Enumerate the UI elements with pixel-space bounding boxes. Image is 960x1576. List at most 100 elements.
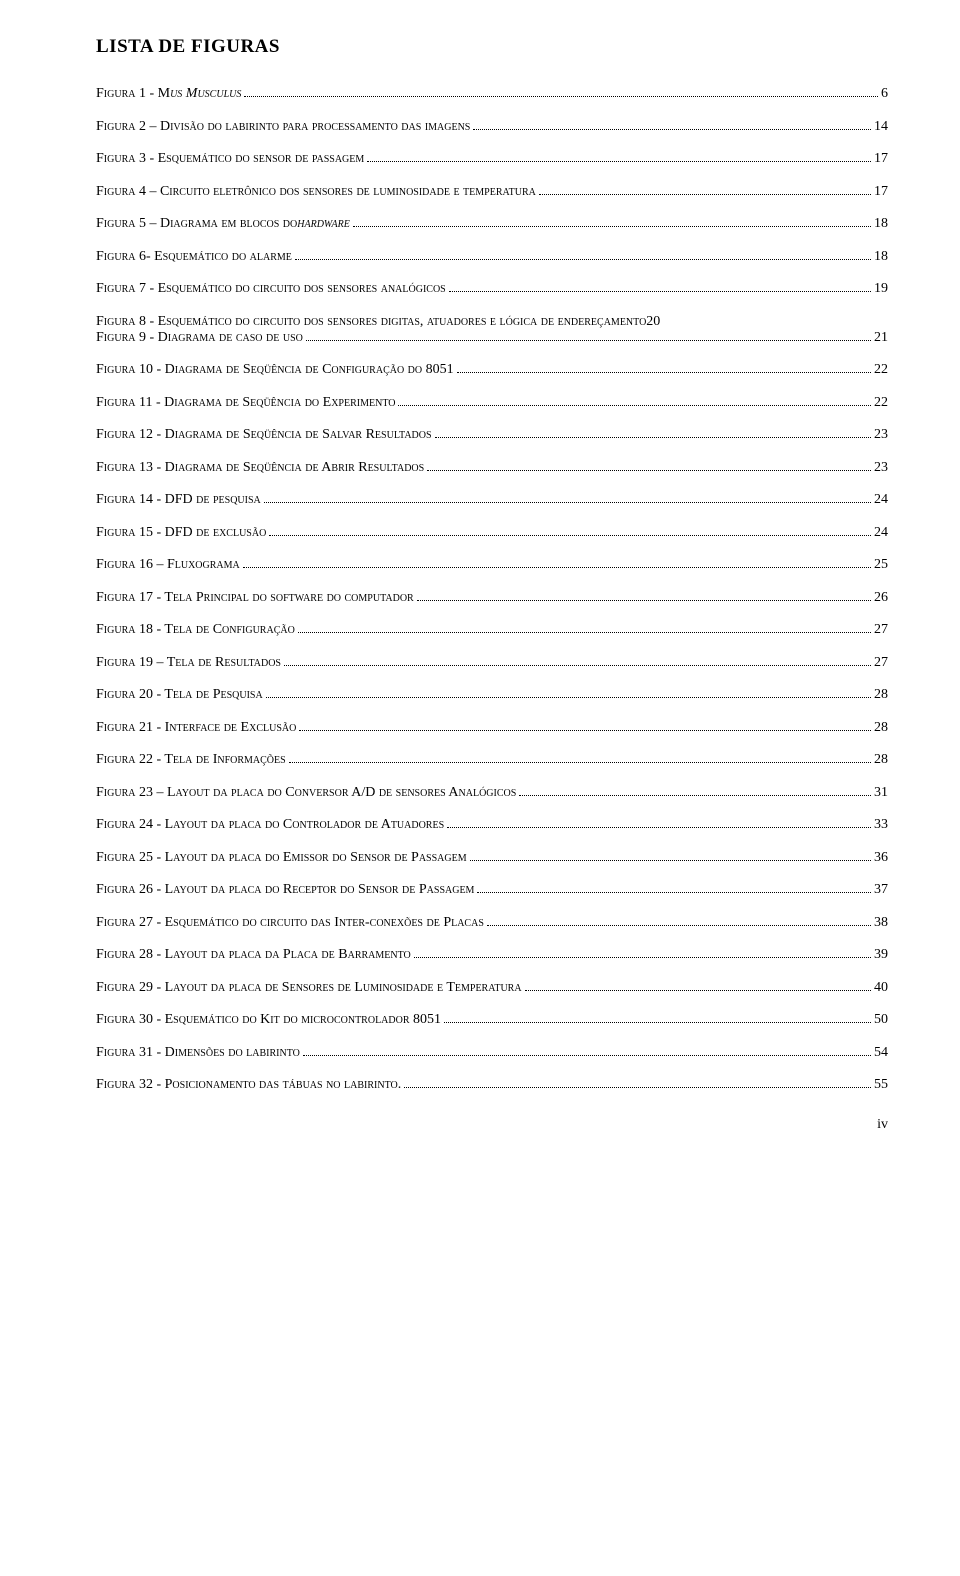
figure-label-extra: hardware: [297, 216, 350, 232]
figure-label-sc: igura 23 – Layout da placa do Conversor …: [104, 785, 517, 801]
figure-label-sc: igura 31 - Dimensões do labirinto: [104, 1045, 300, 1061]
figure-entry: Figura 30 - Esquemático do Kit do microc…: [96, 1012, 888, 1028]
figure-label: F: [96, 687, 104, 703]
figure-page: 28: [874, 752, 888, 768]
leader-dots: [444, 1022, 871, 1023]
leader-dots: [417, 600, 871, 601]
figure-page: 25: [874, 557, 888, 573]
figure-label: F: [96, 492, 104, 508]
leader-dots: [269, 535, 871, 536]
figure-label-sc: igura 12 - Diagrama de Seqüência de Salv…: [104, 427, 432, 443]
leader-dots: [367, 161, 871, 162]
figure-label: F: [96, 655, 104, 671]
leader-dots: [449, 291, 871, 292]
figure-label-sc: igura 16 – Fluxograma: [104, 557, 240, 573]
figure-label-sc: igura 3 - Esquemático do sensor de passa…: [104, 151, 365, 167]
figure-entry: Figura 15 - DFD de exclusão 24: [96, 525, 888, 541]
figure-entry: Figura 13 - Diagrama de Seqüência de Abr…: [96, 460, 888, 476]
figure-entry: Figura 20 - Tela de Pesquisa 28: [96, 687, 888, 703]
figure-label-sc: igura 6- Esquemático do alarme: [104, 249, 292, 265]
leader-dots: [244, 96, 878, 97]
figure-page: 31: [874, 785, 888, 801]
figure-page: 39: [874, 947, 888, 963]
figure-page: 14: [874, 119, 888, 135]
figure-label: F: [96, 817, 104, 833]
figure-label: F: [96, 427, 104, 443]
figure-label-sc: igura 32 - Posicionamento das tábuas no …: [104, 1077, 401, 1093]
figure-entry: Figura 11 - Diagrama de Seqüência do Exp…: [96, 395, 888, 411]
leader-dots: [398, 405, 871, 406]
figure-page: 22: [874, 362, 888, 378]
figure-label-sc: igura 18 - Tela de Configuração: [104, 622, 295, 638]
figure-page: 38: [874, 915, 888, 931]
figure-page: 22: [874, 395, 888, 411]
figure-label-sc: igura 27 - Esquemático do circuito das I…: [104, 915, 484, 931]
figure-label: F: [96, 752, 104, 768]
figure-label: F: [96, 281, 104, 297]
figure-entry: Figura 10 - Diagrama de Seqüência de Con…: [96, 362, 888, 378]
leader-dots: [470, 860, 871, 861]
figure-entry: Figura 6- Esquemático do alarme 18: [96, 249, 888, 265]
figure-label-sc: igura 28 - Layout da placa da Placa de B…: [104, 947, 411, 963]
figure-label: F: [96, 720, 104, 736]
figure-entry: Figura 29 - Layout da placa de Sensores …: [96, 980, 888, 996]
figure-label-sc: igura 22 - Tela de Informações: [104, 752, 286, 768]
figure-page: 19: [874, 281, 888, 297]
figure-entry: Figura 2 – Divisão do labirinto para pro…: [96, 119, 888, 135]
figure-entry: Figura 12 - Diagrama de Seqüência de Sal…: [96, 427, 888, 443]
leader-dots: [289, 762, 871, 763]
figure-entry: Figura 31 - Dimensões do labirinto 54: [96, 1045, 888, 1061]
figure-label-sc: igura 14 - DFD de pesquisa: [104, 492, 261, 508]
figure-label: F: [96, 119, 104, 135]
figure-label-extra: us Musculus: [170, 86, 241, 102]
figure-page: 33: [874, 817, 888, 833]
figure-label: F: [96, 882, 104, 898]
figure-label-sc: igura 5 – Diagrama em blocos do: [104, 216, 297, 232]
figure-label: F: [96, 1077, 104, 1093]
leader-dots: [404, 1087, 871, 1088]
figure-label: F: [96, 590, 104, 606]
figure-page: 55: [874, 1077, 888, 1093]
figure-entry: Figura 1 - Mus Musculus 6: [96, 86, 888, 102]
leader-dots: [299, 730, 871, 731]
leader-dots: [266, 697, 871, 698]
figure-label-sc: igura 26 - Layout da placa do Receptor d…: [104, 882, 475, 898]
leader-dots: [519, 795, 871, 796]
figure-label: F: [96, 850, 104, 866]
figure-label-sc: igura 24 - Layout da placa do Controlado…: [104, 817, 444, 833]
figure-entry: Figura 16 – Fluxograma 25: [96, 557, 888, 573]
figure-label: F: [96, 460, 104, 476]
figure-label-sc: igura 25 - Layout da placa do Emissor do…: [104, 850, 467, 866]
figure-page: 37: [874, 882, 888, 898]
figure-entry: Figura 27 - Esquemático do circuito das …: [96, 915, 888, 931]
figure-entry: Figura 22 - Tela de Informações 28: [96, 752, 888, 768]
figure-label-sc: igura 11 - Diagrama de Seqüência do Expe…: [104, 395, 396, 411]
figure-page: 17: [874, 184, 888, 200]
figure-page: 17: [874, 151, 888, 167]
figure-page: 28: [874, 687, 888, 703]
leader-dots: [525, 990, 871, 991]
leader-dots: [264, 502, 871, 503]
figure-page: 27: [874, 622, 888, 638]
figure-entry: Figura 8 - Esquemático do circuito dos s…: [96, 314, 888, 346]
figure-page: 23: [874, 460, 888, 476]
figure-entry: Figura 19 – Tela de Resultados 27: [96, 655, 888, 671]
figure-label: F: [96, 184, 104, 200]
figure-page: 28: [874, 720, 888, 736]
leader-dots: [473, 129, 871, 130]
figure-entry: Figura 24 - Layout da placa do Controlad…: [96, 817, 888, 833]
figure-page: 18: [874, 249, 888, 265]
figure-label-sc: igura 29 - Layout da placa de Sensores d…: [104, 980, 522, 996]
figure-page: 50: [874, 1012, 888, 1028]
figure-label-sc: igura 13 - Diagrama de Seqüência de Abri…: [104, 460, 424, 476]
figure-label: F: [96, 980, 104, 996]
figure-label: F: [96, 395, 104, 411]
figure-label-sc: igura 10 - Diagrama de Seqüência de Conf…: [104, 362, 454, 378]
figure-label: F: [96, 557, 104, 573]
leader-dots: [303, 1055, 871, 1056]
figure-label: F: [96, 947, 104, 963]
figure-label: F: [96, 1012, 104, 1028]
leader-dots: [414, 957, 871, 958]
leader-dots: [487, 925, 871, 926]
figure-entry: Figura 25 - Layout da placa do Emissor d…: [96, 850, 888, 866]
